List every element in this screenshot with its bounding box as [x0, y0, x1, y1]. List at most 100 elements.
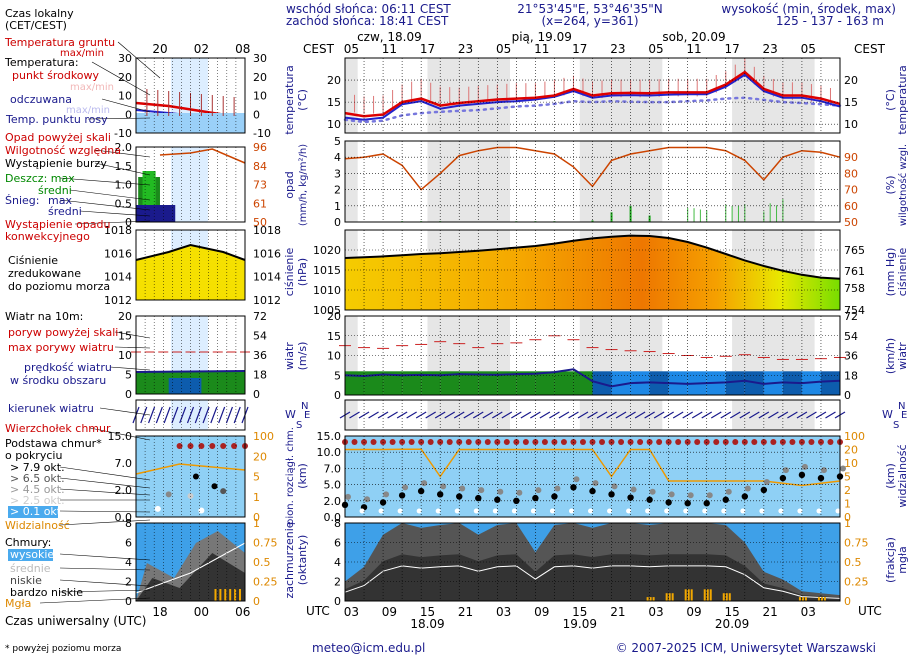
legend-leader [115, 347, 150, 348]
cloud-top-dot [542, 439, 548, 445]
side-cloudh-unit: (km) [296, 463, 309, 489]
legend-y-tick: -10 [114, 127, 132, 140]
y-tick-label: 1010 [313, 284, 341, 297]
footer-email[interactable]: meteo@icm.edu.pl [312, 641, 425, 655]
side-wind-unit: (m/s) [296, 342, 309, 371]
y-tick-label: 10 [844, 457, 858, 470]
legend-y-tick: 1014 [253, 271, 281, 284]
y-tick-label: 758 [844, 282, 865, 295]
legend-temp-maxmin: max/min [70, 82, 114, 93]
cloud-base-dot [532, 495, 538, 501]
y-tick-label: 10 [327, 350, 341, 363]
footer-note: * powyżej poziomu morza [5, 644, 121, 654]
legend-wind-speed-1: prędkość wiatru [24, 361, 112, 374]
legend-y-tick: 0 [125, 595, 132, 608]
cloud-base-dot [745, 485, 751, 491]
local-hour-label: 05 [801, 42, 816, 56]
local-hour-label: 23 [458, 42, 473, 56]
legend-y-tick: 0.25 [253, 576, 278, 589]
legend-y-tick: 18 [253, 369, 267, 382]
cloud-base-dot [669, 491, 675, 497]
y-tick-label: 54 [844, 330, 858, 343]
y-tick-label: 5.0 [324, 479, 342, 492]
cloud-top-dot [523, 439, 529, 445]
y-tick-label: 2 [334, 576, 341, 589]
side-wind: wiatr [283, 342, 296, 370]
cloud-base-dot [497, 489, 503, 495]
night-band [345, 400, 358, 430]
legend-y-tick: 0.75 [253, 537, 278, 550]
legend-perceived: odczuwana [10, 93, 72, 106]
legend-y-tick: 8 [125, 517, 132, 530]
legend-cloud-base [220, 488, 226, 494]
y-tick-label: 20 [844, 444, 858, 457]
local-hour-label: 23 [610, 42, 625, 56]
legend-y-tick: 20 [118, 71, 132, 84]
y-tick-label: 0.5 [844, 556, 862, 569]
legend-y-tick: 15 [118, 330, 132, 343]
y-tick-label: 50 [844, 216, 858, 229]
legend-y-tick: 0.5 [253, 556, 271, 569]
legend-y-tick: 2 [125, 576, 132, 589]
cloud-base-dot [783, 467, 789, 473]
legend-visibility: Widzialność [5, 519, 70, 532]
side-press-r: ciśnienie [896, 248, 909, 297]
cloud-base-dot [593, 480, 599, 486]
legend-leader [70, 190, 150, 200]
fog-bar [729, 593, 731, 601]
cloud-base-dot [421, 480, 427, 486]
cloud-base-dot [631, 487, 637, 493]
day-label-bottom: 19.09 [563, 617, 597, 631]
y-tick-label: 765 [844, 244, 865, 257]
fog-bar [710, 589, 712, 601]
cloud-top-dot [409, 439, 415, 445]
cloud-base-dot [475, 495, 481, 501]
legend-cloud-base [211, 483, 217, 489]
side-vis: widzialność [896, 444, 909, 507]
legend-y-tick: -10 [253, 127, 271, 140]
legend-wind-line [136, 371, 245, 372]
cloud-top-dot [656, 439, 662, 445]
main-charts: 1015201015200123455060708090100510101015… [313, 58, 869, 608]
compass-e-r: E [901, 410, 907, 421]
legend-y-tick: 0 [125, 108, 132, 121]
legend-humidity: Wilgotność względna [5, 144, 121, 157]
legend-high: wysokie [10, 548, 54, 561]
y-tick-label: 1015 [313, 264, 341, 277]
side-precip: opad [283, 171, 296, 198]
utc-hour-label: 03 [496, 605, 511, 619]
y-tick-label: 15 [844, 96, 858, 109]
footer-copyright: © 2007-2025 ICM, Uniwersytet Warszawski [616, 641, 876, 655]
legend-local-time-2: (CET/CEST) [5, 19, 67, 32]
legend-y-tick: 30 [118, 52, 132, 65]
legend-y-tick: 0 [253, 388, 260, 401]
legend-wind-arrow [226, 407, 232, 423]
day-label-bottom: 18.09 [410, 617, 444, 631]
y-tick-label: 10.0 [317, 446, 342, 459]
legend-y-tick: 61 [253, 197, 267, 210]
side-wind-r: wiatr [896, 342, 909, 370]
wind-arrow [673, 412, 683, 418]
cloud-top-dot [599, 439, 605, 445]
local-hour-label: 11 [382, 42, 397, 56]
legend-y-tick: 4 [125, 556, 132, 569]
side-temp-r: temperatura [896, 65, 909, 134]
legend-y-tick: 73 [253, 179, 267, 192]
fog-bar [824, 597, 826, 601]
side-temp: temperatura [283, 65, 296, 134]
legend-snow-bar [136, 205, 175, 222]
cloud-base-dot [440, 483, 446, 489]
cloud-top-dot [694, 439, 700, 445]
fog-bar [691, 589, 693, 601]
local-hour-label: 17 [724, 42, 739, 56]
legend-cloud-top: Wierzchołek chmur [5, 422, 111, 435]
compass-s-r: S [893, 420, 899, 431]
y-tick-label: 36 [844, 350, 858, 363]
cest-label-right: CEST [854, 42, 886, 56]
y-tick-label: 70 [844, 184, 858, 197]
legend-wind10: Wiatr na 10m: [5, 310, 83, 323]
legend-y-tick: 20 [253, 450, 267, 463]
legend-y-tick: 20 [118, 310, 132, 323]
cloud-top-dot [466, 439, 472, 445]
fog-bar [685, 589, 687, 601]
